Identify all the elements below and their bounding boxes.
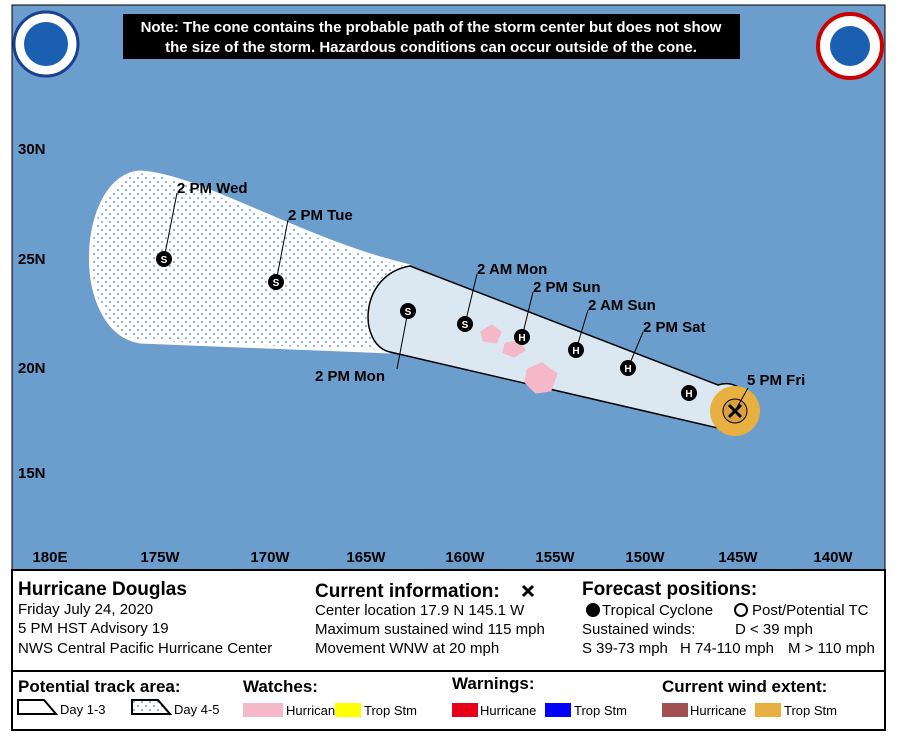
current-line: Movement WNW at 20 mph [315, 640, 499, 657]
watches-title: Watches: [243, 677, 318, 696]
point-symbol: H [518, 333, 525, 344]
point-label: 2 PM Wed [177, 180, 248, 197]
note: Note: The cone contains the probable pat… [141, 19, 722, 36]
storm-info: Friday July 24, 2020 [18, 601, 153, 618]
swatch [545, 703, 571, 717]
winds-d: D < 39 mph [735, 621, 813, 638]
lon-label: 155W [535, 549, 575, 566]
current-label: 5 PM Fri [747, 372, 805, 389]
warnings-title: Warnings: [452, 674, 534, 693]
forecast-points: H 2 PM Sat H 2 AM Sun H 2 PM Sun H 2 AM Mon S 2 P… [156, 180, 706, 401]
point-label: 2 PM Mon [315, 368, 385, 385]
day45-icon [131, 699, 173, 715]
forecast-title: Forecast positions: [582, 579, 757, 600]
point-marker [568, 342, 584, 358]
day45: Day 4-5 [174, 702, 220, 717]
islands [480, 324, 558, 394]
point-marker [620, 360, 636, 376]
leader [396, 310, 409, 370]
wind-hurricane: Hurricane [690, 703, 746, 718]
storm-name: Hurricane Douglas [18, 579, 187, 600]
leader [163, 192, 178, 260]
winds-h: H 74-110 mph [680, 640, 774, 657]
lon-label: 180E [32, 549, 67, 566]
day13-icon [17, 699, 59, 715]
point-marker [457, 316, 473, 332]
swatch [662, 703, 688, 717]
warn-hurricane: Hurricane [480, 703, 536, 718]
watch-hurricane: Hurricane [286, 703, 342, 718]
point-symbol: H [685, 389, 692, 400]
leader [464, 273, 478, 325]
current-title: Current information: [315, 581, 500, 602]
lat-label: 15N [18, 465, 46, 482]
point-marker [400, 303, 416, 319]
point-label: 2 PM Sat [643, 319, 706, 336]
point-symbol: H [624, 364, 631, 375]
point-label: 2 PM Sun [533, 279, 601, 296]
lon-label: 145W [718, 549, 758, 566]
forecast-legend: Post/Potential TC [752, 602, 869, 619]
point-marker [156, 251, 172, 267]
leader [734, 387, 749, 412]
lon-label: 165W [346, 549, 386, 566]
lon-label: 150W [625, 549, 665, 566]
point-label: 2 AM Sun [588, 297, 656, 314]
noaa-logo [12, 10, 80, 78]
winds-title: Sustained winds: [582, 621, 695, 638]
lat-label: 20N [18, 360, 46, 377]
watch-trop: Trop Stm [364, 703, 417, 718]
storm-info: NWS Central Pacific Hurricane Center [18, 640, 272, 657]
point-symbol: S [405, 307, 412, 318]
lat-label: 25N [18, 251, 46, 268]
note: the size of the storm. Hazardous conditi… [165, 39, 697, 56]
point-label: 2 PM Tue [288, 207, 353, 224]
point-symbol: H [572, 346, 579, 357]
forecast-legend: Tropical Cyclone [602, 602, 713, 619]
wind-trop: Trop Stm [784, 703, 837, 718]
point-marker [268, 274, 284, 290]
winds-m: M > 110 mph [788, 640, 875, 657]
lon-label: 160W [445, 549, 485, 566]
point-symbol: S [161, 255, 168, 266]
leader [275, 219, 289, 283]
tc-icon [586, 603, 600, 617]
post-tc-icon [734, 603, 748, 617]
point-marker [514, 329, 530, 345]
lon-label: 170W [250, 549, 290, 566]
lon-label: 175W [140, 549, 180, 566]
wind-title: Current wind extent: [662, 677, 827, 696]
lon-label: 140W [813, 549, 853, 566]
winds-s: S 39-73 mph [582, 640, 668, 657]
point-symbol: S [462, 320, 469, 331]
nws-logo [816, 12, 884, 80]
warn-trop: Trop Stm [574, 703, 627, 718]
note-box [123, 14, 740, 59]
lat-label: 30N [18, 141, 46, 158]
day13: Day 1-3 [60, 702, 106, 717]
point-label: 2 AM Mon [477, 261, 547, 278]
axes: 30N 25N 20N 15N 180E 175W 170W 165W 160W 155W 150W… [18, 141, 853, 566]
current-line: Maximum sustained wind 115 mph [315, 621, 545, 638]
swatch [335, 703, 361, 717]
swatch [755, 703, 781, 717]
point-symbol: S [273, 278, 280, 289]
x-icon [521, 584, 535, 598]
storm-info: 5 PM HST Advisory 19 [18, 620, 169, 637]
current-line: Center location 17.9 N 145.1 W [315, 602, 525, 619]
swatch [452, 703, 478, 717]
point-marker [681, 385, 697, 401]
swatch [243, 703, 283, 717]
track-title: Potential track area: [18, 677, 181, 696]
